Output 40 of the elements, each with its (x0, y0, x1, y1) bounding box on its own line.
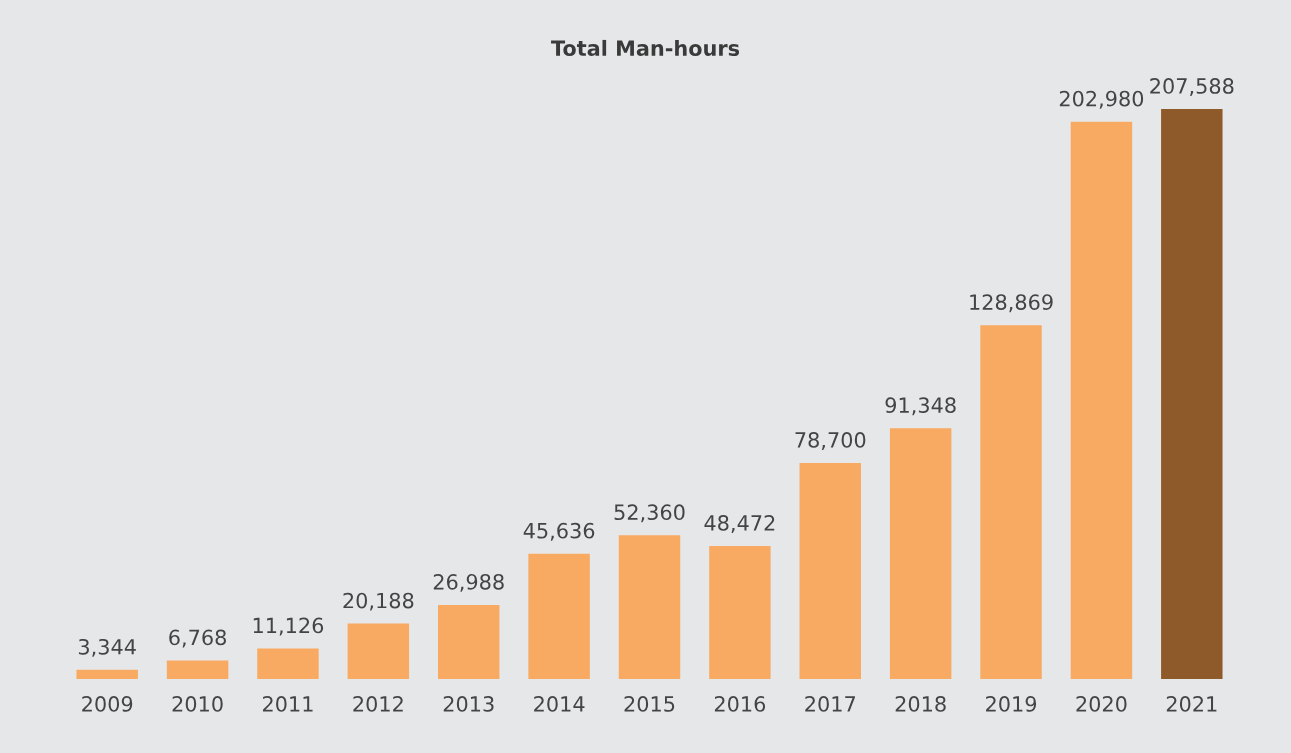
x-tick-label: 2016 (714, 696, 766, 712)
data-label: 3,344 (78, 638, 136, 657)
bar (528, 553, 590, 679)
data-label: 11,126 (253, 617, 324, 636)
data-label: 202,980 (1059, 90, 1144, 109)
bar (347, 623, 410, 679)
x-tick-label: 2012 (353, 696, 403, 712)
bar (76, 669, 138, 679)
x-tick-label: 2019 (986, 696, 1037, 712)
data-label: 52,360 (614, 504, 685, 523)
bar (257, 648, 319, 679)
bar (799, 462, 861, 679)
x-tick-label: 2009 (82, 696, 133, 712)
data-label: 91,348 (885, 397, 956, 416)
data-label: 207,588 (1150, 78, 1234, 96)
bar (980, 325, 1042, 679)
x-tick-label: 2010 (172, 696, 223, 712)
data-label: 6,768 (169, 629, 226, 648)
data-label: 48,472 (704, 515, 775, 533)
data-label: 20,188 (343, 592, 414, 611)
x-tick-label: 2017 (805, 696, 855, 712)
chart-title: Total Man-hours (551, 39, 740, 57)
x-tick-label: 2021 (1166, 696, 1217, 712)
x-tick-label: 2013 (443, 696, 494, 712)
bar (1070, 121, 1133, 679)
data-label: 45,636 (523, 522, 595, 541)
x-tick-label: 2011 (262, 696, 313, 712)
x-tick-label: 2020 (1076, 696, 1127, 712)
bar (166, 660, 229, 679)
x-tick-label: 2015 (624, 696, 675, 712)
bar (889, 428, 952, 679)
x-tick-label: 2014 (534, 696, 585, 712)
x-tick-label: 2018 (895, 696, 946, 712)
data-label: 26,988 (433, 573, 504, 592)
data-label: 78,700 (795, 432, 866, 450)
bar (1161, 109, 1223, 679)
bar (709, 545, 771, 679)
data-label: 128,869 (970, 294, 1053, 313)
bar (438, 604, 500, 679)
bar (618, 535, 681, 679)
